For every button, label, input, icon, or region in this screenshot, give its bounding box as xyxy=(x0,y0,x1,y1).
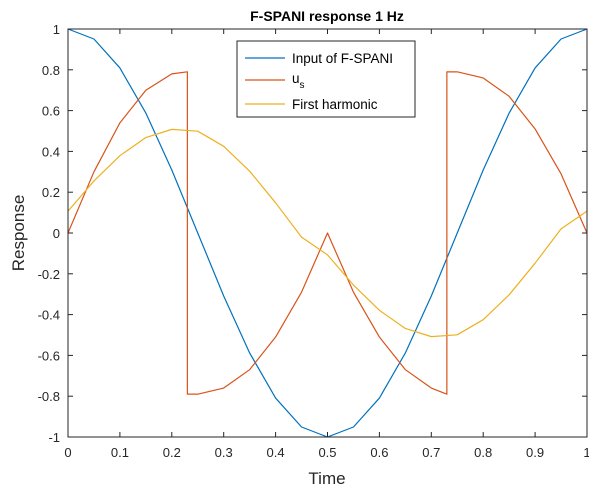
series-line-2 xyxy=(67,128,588,338)
y-tick-label: 1 xyxy=(53,22,60,37)
legend-label-input: Input of F-SPANI xyxy=(292,51,393,66)
y-tick-label: -0.6 xyxy=(38,348,60,363)
x-tick-label: 0.3 xyxy=(215,445,233,460)
y-axis: 1 0.8 0.6 0.4 0.2 0 -0.2 -0.4 -0.6 -0.8 -1 xyxy=(38,22,587,445)
x-tick-label: 0.5 xyxy=(318,445,336,460)
y-tick-label: 0 xyxy=(53,226,60,241)
y-tick-label: 0.8 xyxy=(42,63,60,78)
x-tick-label: 0.4 xyxy=(267,445,285,460)
y-tick-label: -0.8 xyxy=(38,389,60,404)
x-tick-label: 0.7 xyxy=(422,445,440,460)
y-tick-label: -0.4 xyxy=(38,308,60,323)
y-tick-label: 0.2 xyxy=(42,185,60,200)
y-tick-label: 0.6 xyxy=(42,104,60,119)
legend-label-us: us xyxy=(292,71,305,91)
legend-label-us-main: u xyxy=(292,71,300,86)
x-tick-label: 0.1 xyxy=(111,445,129,460)
y-tick-label: -0.2 xyxy=(38,267,60,282)
legend: Input of F-SPANI us First harmonic xyxy=(236,40,416,118)
x-tick-label: 0.8 xyxy=(474,445,492,460)
y-tick-label: 0.4 xyxy=(42,144,60,159)
x-tick-label: 0 xyxy=(64,445,71,460)
series-line-1 xyxy=(67,71,588,395)
x-tick-label: 0.2 xyxy=(163,445,181,460)
y-axis-label: Response xyxy=(9,195,28,272)
x-tick-label: 0.9 xyxy=(526,445,544,460)
chart-title: F-SPANI response 1 Hz xyxy=(250,8,404,24)
legend-label-first-harmonic: First harmonic xyxy=(292,97,378,112)
y-tick-label: -1 xyxy=(48,430,60,445)
x-axis: 0 0.1 0.2 0.3 0.4 0.5 0.6 0.7 0.8 0.9 1 xyxy=(64,29,589,460)
x-tick-label: 0.6 xyxy=(370,445,388,460)
legend-label-us-sub: s xyxy=(300,80,305,91)
x-axis-label: Time xyxy=(308,469,345,488)
x-tick-label: 1 xyxy=(583,445,589,460)
